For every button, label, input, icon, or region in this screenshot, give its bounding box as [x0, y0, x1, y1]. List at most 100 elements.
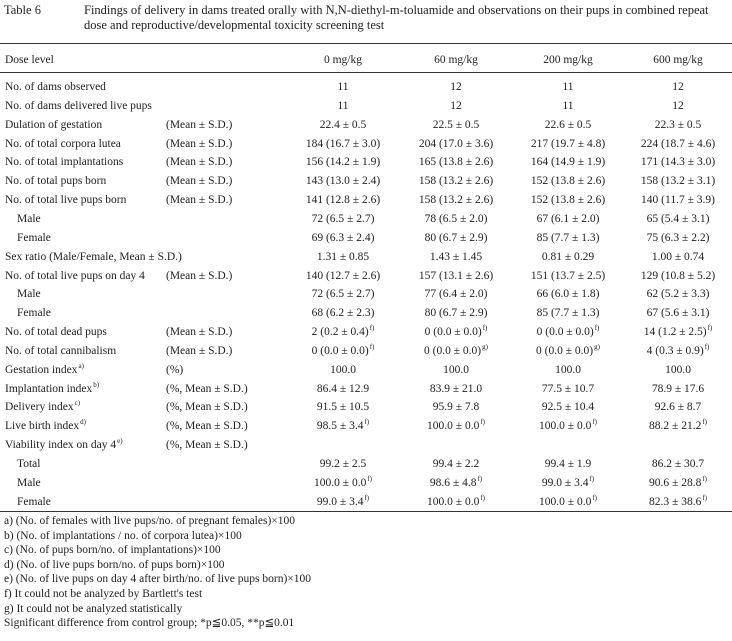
cell: 141 (12.8 ± 2.6): [305, 194, 381, 207]
row-label: Live birth indexd): [5, 419, 86, 433]
cell: 14 (1.2 ± 2.5)f): [644, 325, 713, 339]
footnote-ref: a): [78, 361, 84, 370]
row-note: (Mean ± S.D.): [166, 156, 233, 169]
cell-text: 0 (0.0 ± 0.0): [311, 344, 369, 357]
cell: 72 (6.5 ± 2.7): [311, 212, 375, 225]
cell-text: 100.0 ± 0.0: [314, 476, 367, 489]
row-label: Male: [17, 476, 41, 490]
row-label-text: Viability index on day 4: [5, 439, 117, 452]
footnote: e) (No. of live pups on day 4 after birt…: [4, 573, 312, 586]
table-label: Table 6: [4, 3, 41, 17]
cell: 1.00 ± 0.74: [651, 250, 705, 263]
cell: 165 (13.8 ± 2.6): [418, 156, 494, 169]
footnote-ref: f): [369, 342, 375, 351]
cell: 99.4 ± 1.9: [544, 458, 592, 470]
cell: 22.5 ± 0.5: [432, 118, 480, 131]
row-note: (Mean ± S.D.): [166, 194, 233, 207]
cell: 95.9 ± 7.8: [432, 401, 480, 414]
cell: 1.43 ± 1.45: [429, 250, 483, 263]
cell-text: 100.0 ± 0.0: [427, 495, 480, 508]
cell-text: 2 (0.2 ± 0.4): [311, 326, 369, 339]
row-label: No. of total live pups on day 4: [5, 269, 145, 283]
row-label-text: Delivery index: [5, 401, 74, 414]
cell: 217 (19.7 ± 4.8): [530, 137, 606, 150]
footnote-ref: f): [592, 418, 597, 427]
footnote-ref: b): [93, 380, 100, 389]
header-cell: 60 mg/kg: [434, 54, 478, 66]
row-label-text: No. of dams delivered live pups: [5, 99, 152, 112]
footnote-ref: f): [480, 493, 485, 502]
row-label: Male: [17, 212, 41, 226]
cell: 184 (16.7 ± 3.0): [305, 137, 381, 150]
cell-text: 0 (0.0 ± 0.0): [424, 326, 482, 339]
footnote-ref: f): [702, 474, 707, 483]
cell: 158 (13.2 ± 2.6): [418, 194, 494, 207]
cell: 12: [672, 99, 684, 112]
row-label-text: Male: [17, 212, 41, 225]
cell: 129 (10.8 ± 5.2): [640, 269, 716, 282]
cell: 152 (13.8 ± 2.6): [530, 175, 606, 188]
cell-text: 82.3 ± 38.6: [649, 495, 702, 508]
cell: 0 (0.0 ± 0.0)g): [536, 343, 600, 358]
cell-text: 4 (0.3 ± 0.9): [646, 344, 704, 357]
row-label: Total: [17, 457, 40, 471]
header-cell: 0 mg/kg: [323, 54, 363, 66]
row-label: Sex ratio (Male/Female, Mean ± S.D.): [5, 250, 182, 264]
cell: 86.2 ± 30.7: [651, 458, 705, 470]
footnote-ref: f): [364, 493, 370, 502]
cell: 83.9 ± 21.0: [429, 382, 483, 395]
row-label-text: Female: [17, 307, 51, 320]
row-note: (Mean ± S.D.): [166, 344, 233, 357]
footnote-ref: f): [477, 474, 483, 483]
cell: 12: [672, 81, 684, 93]
row-note: (Mean ± S.D.): [166, 175, 233, 188]
footnote: d) (No. of live pups born/no. of pups bo…: [4, 558, 225, 571]
cell-text: 100.0 ± 0.0: [427, 420, 480, 433]
cell: 92.5 ± 10.4: [541, 401, 595, 414]
row-label-text: Female: [17, 231, 51, 244]
cell: 98.6 ± 4.8f): [430, 474, 483, 490]
cell-text: 99.0 ± 3.4: [316, 495, 364, 508]
cell: 99.2 ± 2.5: [319, 458, 367, 470]
cell: 88.2 ± 21.2f): [649, 419, 707, 433]
cell: 65 (5.4 ± 3.1): [646, 212, 710, 225]
footnote-ref: f): [594, 324, 600, 333]
footnote: c) (No. of pups born/no. of implantation…: [4, 544, 221, 557]
cell: 11: [337, 99, 349, 112]
cell-text: 99.0 ± 3.4: [541, 476, 589, 489]
cell-text: 0 (0.0 ± 0.0): [536, 326, 594, 339]
cell: 100.0: [665, 363, 691, 376]
cell-text: 100.0 ± 0.0: [539, 420, 592, 433]
cell: 69 (6.3 ± 2.4): [311, 231, 375, 244]
cell: 4 (0.3 ± 0.9)f): [646, 343, 710, 358]
cell: 98.5 ± 3.4f): [317, 419, 369, 433]
row-label-text: Male: [17, 288, 41, 301]
cell: 158 (13.2 ± 2.6): [418, 175, 494, 188]
footnote-ref: f): [482, 324, 488, 333]
cell-text: 90.6 ± 28.8: [649, 476, 702, 489]
cell: 99.0 ± 3.4f): [541, 475, 594, 490]
cell: 100.0 ± 0.0f): [539, 419, 597, 433]
header-cell: 200 mg/kg: [543, 54, 593, 66]
cell: 11: [562, 99, 574, 112]
cell: 77 (6.4 ± 2.0): [424, 288, 488, 301]
row-label: No. of total pups born: [5, 174, 106, 188]
row-label-text: No. of total pups born: [5, 175, 107, 188]
row-note: (Mean ± S.D.): [166, 326, 233, 339]
row-label: No. of total corpora lutea: [5, 137, 121, 151]
cell: 0.81 ± 0.29: [541, 250, 595, 263]
cell: 22.4 ± 0.5: [319, 118, 367, 131]
cell: 12: [450, 81, 462, 93]
cell: 67 (6.1 ± 2.0): [536, 212, 600, 225]
footnote-ref: f): [480, 418, 485, 427]
row-label: No. of dams delivered live pups: [5, 99, 152, 113]
cell: 151 (13.7 ± 2.5): [530, 269, 606, 282]
cell: 85 (7.7 ± 1.3): [536, 231, 600, 244]
cell: 22.3 ± 0.5: [654, 118, 702, 131]
cell: 78.9 ± 17.6: [651, 382, 705, 395]
cell: 1.31 ± 0.85: [316, 250, 370, 263]
cell: 85 (7.7 ± 1.3): [536, 307, 600, 320]
footnote: b) (No. of implantations / no. of corpor…: [4, 529, 242, 542]
cell: 22.6 ± 0.5: [544, 118, 592, 131]
